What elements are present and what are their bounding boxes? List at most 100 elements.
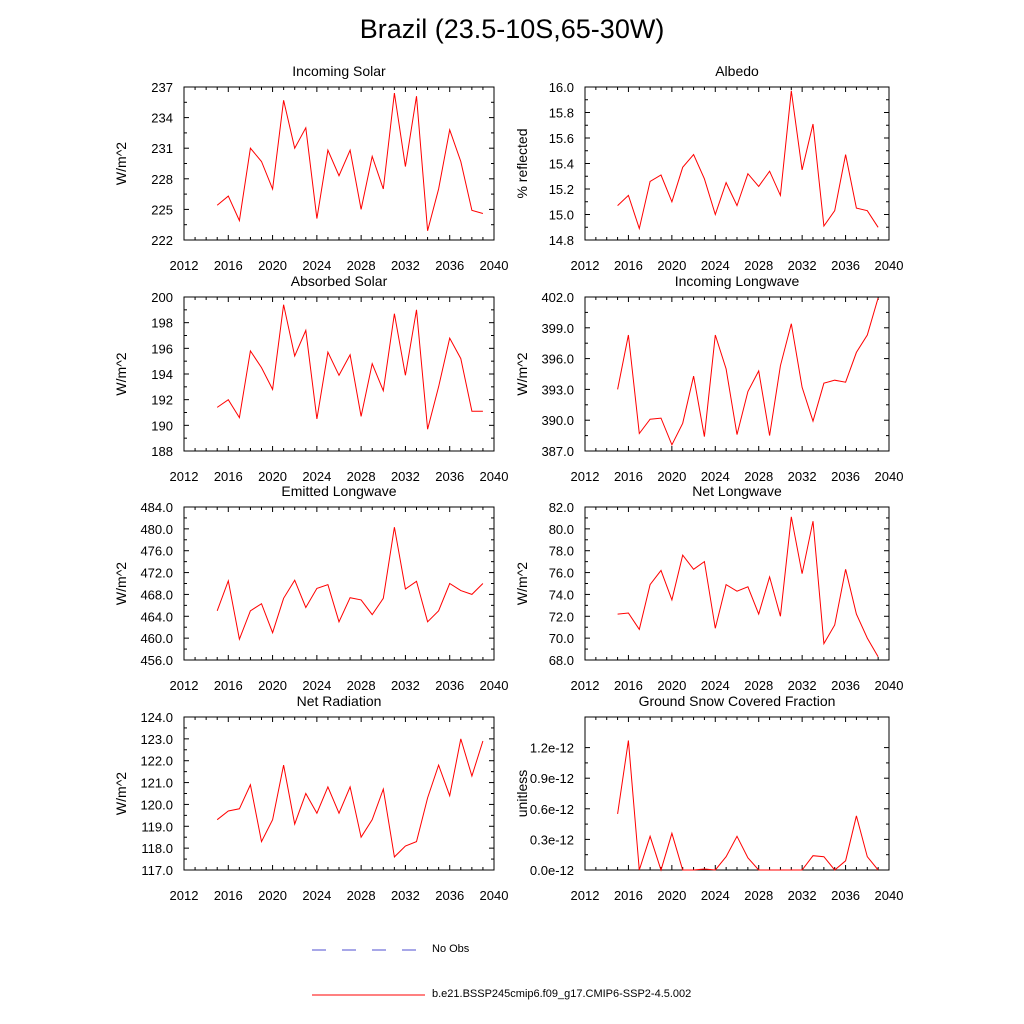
- absorbed-solar-ytick-label: 188: [151, 444, 173, 459]
- absorbed-solar-series-line: [216, 304, 483, 430]
- net-radiation-xtick-label: 2024: [302, 888, 331, 903]
- absorbed-solar-xtick-label: 2020: [258, 469, 287, 484]
- net-longwave-xtick-label: 2036: [831, 678, 860, 693]
- net-longwave-ytick-label: 76.0: [549, 566, 574, 581]
- absorbed-solar-xtick-label: 2024: [302, 469, 331, 484]
- ground-snow-covered-fraction-xtick-label: 2040: [875, 888, 904, 903]
- net-radiation-ytick-label: 121.0: [140, 776, 173, 791]
- incoming-solar-series-line: [216, 93, 484, 231]
- net-radiation-xtick-label: 2036: [435, 888, 464, 903]
- emitted-longwave-xtick-label: 2016: [214, 678, 243, 693]
- absorbed-solar-ytick-label: 200: [151, 290, 173, 305]
- absorbed-solar-xtick-label: 2028: [347, 469, 376, 484]
- incoming-solar-ytick-label: 231: [151, 141, 173, 156]
- incoming-solar-ytick-label: 225: [151, 202, 173, 217]
- ground-snow-covered-fraction-xtick-label: 2020: [657, 888, 686, 903]
- ground-snow-covered-fraction-xtick-label: 2032: [788, 888, 817, 903]
- net-radiation-xtick-label: 2012: [170, 888, 199, 903]
- emitted-longwave-ytick-label: 476.0: [140, 544, 173, 559]
- absorbed-solar-ylabel: W/m^2: [113, 352, 129, 395]
- absorbed-solar-xtick-label: 2012: [170, 469, 199, 484]
- ground-snow-covered-fraction-ytick-label: 0.3e-12: [530, 832, 574, 847]
- absorbed-solar-title: Absorbed Solar: [291, 273, 388, 289]
- incoming-longwave-series-line: [617, 297, 879, 447]
- incoming-solar-xtick-label: 2028: [347, 258, 376, 273]
- incoming-solar-ylabel: W/m^2: [113, 142, 129, 185]
- ground-snow-covered-fraction-xtick-label: 2016: [614, 888, 643, 903]
- absorbed-solar-ytick-label: 190: [151, 418, 173, 433]
- incoming-longwave-ytick-label: 387.0: [541, 444, 574, 459]
- net-radiation-ytick-label: 117.0: [141, 863, 173, 878]
- albedo-ytick-label: 15.0: [549, 208, 574, 223]
- net-longwave-ytick-label: 78.0: [549, 544, 574, 559]
- albedo-xtick-label: 2040: [875, 258, 904, 273]
- incoming-solar-ytick-label: 222: [151, 233, 173, 248]
- incoming-longwave-xtick-label: 2012: [571, 469, 600, 484]
- incoming-longwave-xtick-label: 2032: [788, 469, 817, 484]
- net-radiation-ylabel: W/m^2: [113, 772, 129, 815]
- emitted-longwave-series-line: [216, 527, 484, 642]
- incoming-solar-xtick-label: 2036: [435, 258, 464, 273]
- emitted-longwave-xtick-label: 2020: [258, 678, 287, 693]
- net-longwave-ylabel: W/m^2: [514, 562, 530, 605]
- emitted-longwave-ytick-label: 464.0: [140, 609, 173, 624]
- albedo-xtick-label: 2028: [744, 258, 773, 273]
- incoming-solar-ytick-label: 237: [151, 80, 173, 95]
- emitted-longwave-xtick-label: 2028: [347, 678, 376, 693]
- ground-snow-covered-fraction-series-line: [617, 740, 879, 872]
- ground-snow-covered-fraction-ytick-label: 0.6e-12: [530, 802, 574, 817]
- incoming-longwave-ytick-label: 390.0: [541, 413, 574, 428]
- albedo-xtick-label: 2020: [657, 258, 686, 273]
- incoming-longwave-ytick-label: 399.0: [541, 321, 574, 336]
- net-longwave-ytick-label: 68.0: [549, 653, 574, 668]
- net-radiation-ytick-label: 119.0: [141, 819, 173, 834]
- emitted-longwave-xtick-label: 2032: [391, 678, 420, 693]
- albedo-xtick-label: 2024: [701, 258, 730, 273]
- emitted-longwave-ylabel: W/m^2: [113, 562, 129, 605]
- incoming-longwave-title: Incoming Longwave: [675, 273, 800, 289]
- net-radiation-series-line: [216, 738, 484, 858]
- absorbed-solar-xtick-label: 2016: [214, 469, 243, 484]
- albedo-ytick-label: 15.2: [549, 182, 574, 197]
- incoming-solar-xtick-label: 2012: [170, 258, 199, 273]
- incoming-solar-xtick-label: 2020: [258, 258, 287, 273]
- net-radiation-xtick-label: 2028: [347, 888, 376, 903]
- ground-snow-covered-fraction-xtick-label: 2028: [744, 888, 773, 903]
- net-radiation-ytick-label: 122.0: [140, 754, 173, 769]
- net-longwave-xtick-label: 2040: [875, 678, 904, 693]
- albedo-ytick-label: 15.6: [549, 131, 574, 146]
- incoming-solar-title: Incoming Solar: [292, 63, 386, 79]
- net-longwave-ytick-label: 72.0: [549, 609, 574, 624]
- net-radiation-xtick-label: 2020: [258, 888, 287, 903]
- net-radiation-xtick-label: 2040: [480, 888, 509, 903]
- net-longwave-title: Net Longwave: [692, 483, 782, 499]
- albedo-title: Albedo: [715, 63, 759, 79]
- net-longwave-series-line: [617, 516, 879, 657]
- incoming-solar-ytick-label: 228: [151, 172, 173, 187]
- absorbed-solar-xtick-label: 2036: [435, 469, 464, 484]
- incoming-longwave-xtick-label: 2024: [701, 469, 730, 484]
- legend-model-label: b.e21.BSSP245cmip6.f09_g17.CMIP6-SSP2-4.…: [432, 988, 692, 1000]
- net-longwave-xtick-label: 2032: [788, 678, 817, 693]
- incoming-longwave-xtick-label: 2020: [657, 469, 686, 484]
- net-radiation-title: Net Radiation: [297, 693, 382, 709]
- ground-snow-covered-fraction-ytick-label: 0.0e-12: [530, 863, 574, 878]
- emitted-longwave-ytick-label: 456.0: [140, 653, 173, 668]
- ground-snow-covered-fraction-ytick-label: 1.2e-12: [530, 741, 574, 756]
- net-longwave-xtick-label: 2024: [701, 678, 730, 693]
- incoming-longwave-ytick-label: 393.0: [541, 382, 574, 397]
- net-radiation-ytick-label: 118.0: [141, 841, 173, 856]
- emitted-longwave-ytick-label: 480.0: [140, 522, 173, 537]
- albedo-ylabel: % reflected: [514, 128, 530, 198]
- incoming-longwave-xtick-label: 2040: [875, 469, 904, 484]
- ground-snow-covered-fraction-ytick-label: 0.9e-12: [530, 771, 574, 786]
- albedo-ytick-label: 15.8: [549, 106, 574, 121]
- legend-obs-label: No Obs: [432, 943, 470, 955]
- incoming-longwave-ylabel: W/m^2: [514, 352, 530, 395]
- incoming-longwave-xtick-label: 2016: [614, 469, 643, 484]
- emitted-longwave-ytick-label: 468.0: [140, 587, 173, 602]
- incoming-solar-xtick-label: 2024: [302, 258, 331, 273]
- albedo-xtick-label: 2016: [614, 258, 643, 273]
